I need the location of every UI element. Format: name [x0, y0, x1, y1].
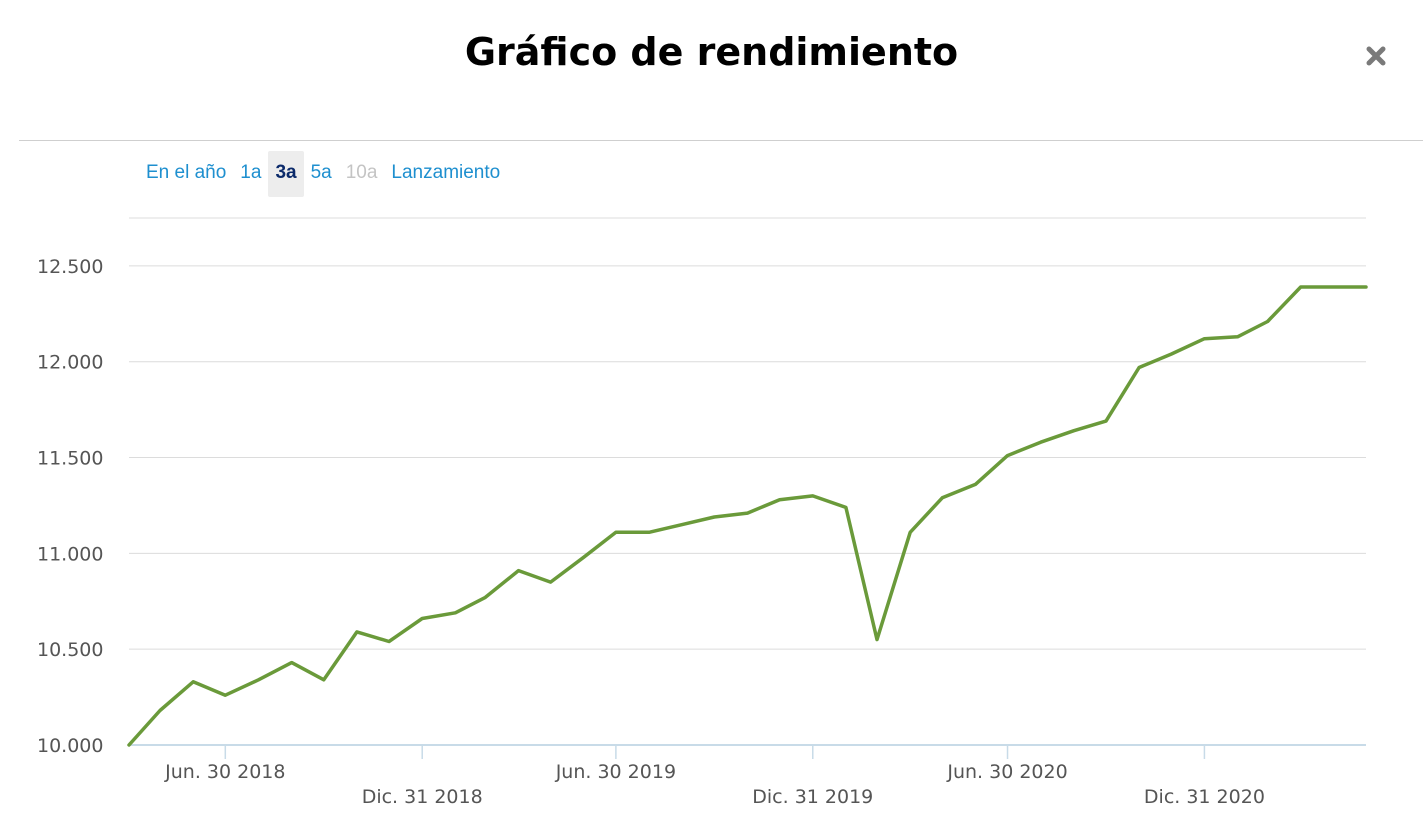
data-point	[549, 581, 552, 584]
range-selector: En el año 1a 3a 5a 10a Lanzamiento	[139, 151, 507, 197]
data-point	[876, 638, 879, 641]
x-tick-label: Dic. 31 2018	[362, 786, 483, 808]
data-point	[974, 483, 977, 486]
series-line	[127, 285, 1368, 747]
y-tick-label: 10.500	[37, 639, 103, 661]
data-point	[1331, 286, 1334, 289]
data-point	[257, 678, 260, 681]
data-point	[290, 661, 293, 664]
range-tab-10y: 10a	[345, 162, 378, 183]
x-tick-label: Jun. 30 2020	[946, 761, 1067, 783]
y-tick-label: 12.000	[37, 352, 103, 374]
data-point	[454, 611, 457, 614]
range-tab-3y[interactable]: 3a	[268, 151, 304, 197]
data-point	[614, 531, 617, 534]
data-point	[159, 709, 162, 712]
header-divider	[19, 140, 1423, 141]
data-point	[128, 744, 131, 747]
y-tick-label: 12.500	[37, 256, 103, 278]
data-point	[1299, 286, 1302, 289]
range-tab-inception[interactable]: Lanzamiento	[391, 162, 501, 183]
x-tick-label: Jun. 30 2018	[164, 761, 285, 783]
x-tick-label: Jun. 30 2019	[555, 761, 676, 783]
data-point	[388, 640, 391, 643]
y-tick-label: 10.000	[37, 735, 103, 757]
data-point	[355, 630, 358, 633]
data-point	[1105, 420, 1108, 423]
data-point	[421, 617, 424, 620]
data-point	[1006, 454, 1009, 457]
data-point	[1039, 441, 1042, 444]
data-point	[1072, 429, 1075, 432]
data-point	[844, 506, 847, 509]
data-point	[1365, 286, 1368, 289]
data-point	[224, 694, 227, 697]
data-point	[517, 569, 520, 572]
data-point	[648, 531, 651, 534]
data-point	[322, 678, 325, 681]
y-tick-label: 11.500	[37, 448, 103, 470]
data-point	[778, 498, 781, 501]
data-point	[1236, 335, 1239, 338]
data-point	[746, 512, 749, 515]
data-point	[811, 494, 814, 497]
data-point	[1138, 366, 1141, 369]
range-tab-1y[interactable]: 1a	[240, 162, 262, 183]
y-tick-label: 11.000	[37, 543, 103, 565]
data-point	[1266, 320, 1269, 323]
close-icon[interactable]	[1362, 42, 1390, 70]
data-point	[582, 556, 585, 559]
data-point	[713, 516, 716, 519]
data-point	[192, 680, 195, 683]
range-tab-ytd[interactable]: En el año	[146, 162, 227, 183]
data-point	[681, 523, 684, 526]
data-point	[909, 531, 912, 534]
data-point	[1170, 353, 1173, 356]
x-tick-label: Dic. 31 2019	[752, 786, 873, 808]
dialog-title: Gráfico de rendimiento	[464, 30, 959, 74]
data-point	[1203, 337, 1206, 340]
data-point	[941, 496, 944, 499]
data-point	[484, 596, 487, 599]
x-tick-label: Dic. 31 2020	[1144, 786, 1265, 808]
range-tab-5y[interactable]: 5a	[310, 162, 332, 183]
